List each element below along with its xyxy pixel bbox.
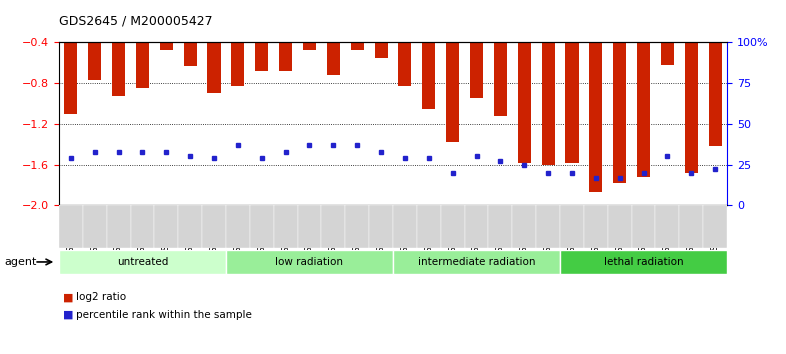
Bar bbox=[422, 2, 435, 109]
Bar bbox=[184, 2, 196, 66]
Bar bbox=[661, 2, 674, 65]
Bar bbox=[59, 205, 83, 248]
Text: agent: agent bbox=[4, 257, 36, 267]
Bar bbox=[279, 2, 292, 71]
Bar bbox=[208, 2, 221, 93]
Bar bbox=[178, 205, 202, 248]
Text: ■: ■ bbox=[63, 310, 73, 320]
Bar bbox=[399, 2, 412, 86]
Bar bbox=[369, 205, 393, 248]
Bar bbox=[536, 205, 560, 248]
Bar bbox=[590, 2, 602, 192]
Bar bbox=[632, 205, 656, 248]
Bar bbox=[255, 2, 268, 71]
Bar bbox=[565, 2, 578, 162]
Bar bbox=[685, 2, 698, 173]
Bar bbox=[703, 205, 727, 248]
Bar bbox=[637, 2, 650, 177]
Bar bbox=[512, 205, 536, 248]
Bar bbox=[470, 2, 483, 98]
Bar bbox=[107, 205, 130, 248]
Bar bbox=[231, 2, 244, 86]
Bar bbox=[160, 2, 173, 50]
Text: lethal radiation: lethal radiation bbox=[604, 257, 683, 267]
Bar bbox=[417, 205, 441, 248]
Text: percentile rank within the sample: percentile rank within the sample bbox=[76, 310, 252, 320]
Bar bbox=[226, 205, 250, 248]
Bar bbox=[488, 205, 512, 248]
Text: low radiation: low radiation bbox=[275, 257, 343, 267]
Bar bbox=[321, 205, 345, 248]
Bar bbox=[708, 2, 722, 146]
Bar bbox=[345, 205, 369, 248]
Bar bbox=[465, 205, 488, 248]
Text: untreated: untreated bbox=[117, 257, 168, 267]
Bar bbox=[441, 205, 465, 248]
Bar bbox=[327, 2, 340, 75]
Bar bbox=[59, 250, 226, 274]
Bar bbox=[250, 205, 274, 248]
Bar bbox=[494, 2, 507, 116]
Bar bbox=[446, 2, 459, 142]
Text: intermediate radiation: intermediate radiation bbox=[418, 257, 535, 267]
Text: GDS2645 / M200005427: GDS2645 / M200005427 bbox=[59, 14, 212, 27]
Bar bbox=[518, 2, 531, 162]
Bar bbox=[393, 250, 560, 274]
Bar bbox=[679, 205, 703, 248]
Bar bbox=[64, 2, 78, 114]
Bar bbox=[560, 205, 584, 248]
Bar bbox=[303, 2, 316, 50]
Text: ■: ■ bbox=[63, 292, 73, 302]
Bar bbox=[226, 250, 393, 274]
Bar bbox=[298, 205, 321, 248]
Bar bbox=[202, 205, 226, 248]
Bar bbox=[584, 205, 608, 248]
Bar bbox=[613, 2, 626, 183]
Text: log2 ratio: log2 ratio bbox=[76, 292, 127, 302]
Bar bbox=[83, 205, 107, 248]
Bar bbox=[112, 2, 125, 96]
Bar bbox=[542, 2, 555, 165]
Bar bbox=[393, 205, 417, 248]
Bar bbox=[374, 2, 387, 58]
Bar bbox=[608, 205, 632, 248]
Bar bbox=[130, 205, 154, 248]
Bar bbox=[656, 205, 679, 248]
Bar bbox=[88, 2, 101, 80]
Bar bbox=[136, 2, 149, 88]
Bar bbox=[560, 250, 727, 274]
Bar bbox=[274, 205, 298, 248]
Bar bbox=[351, 2, 364, 50]
Bar bbox=[154, 205, 178, 248]
